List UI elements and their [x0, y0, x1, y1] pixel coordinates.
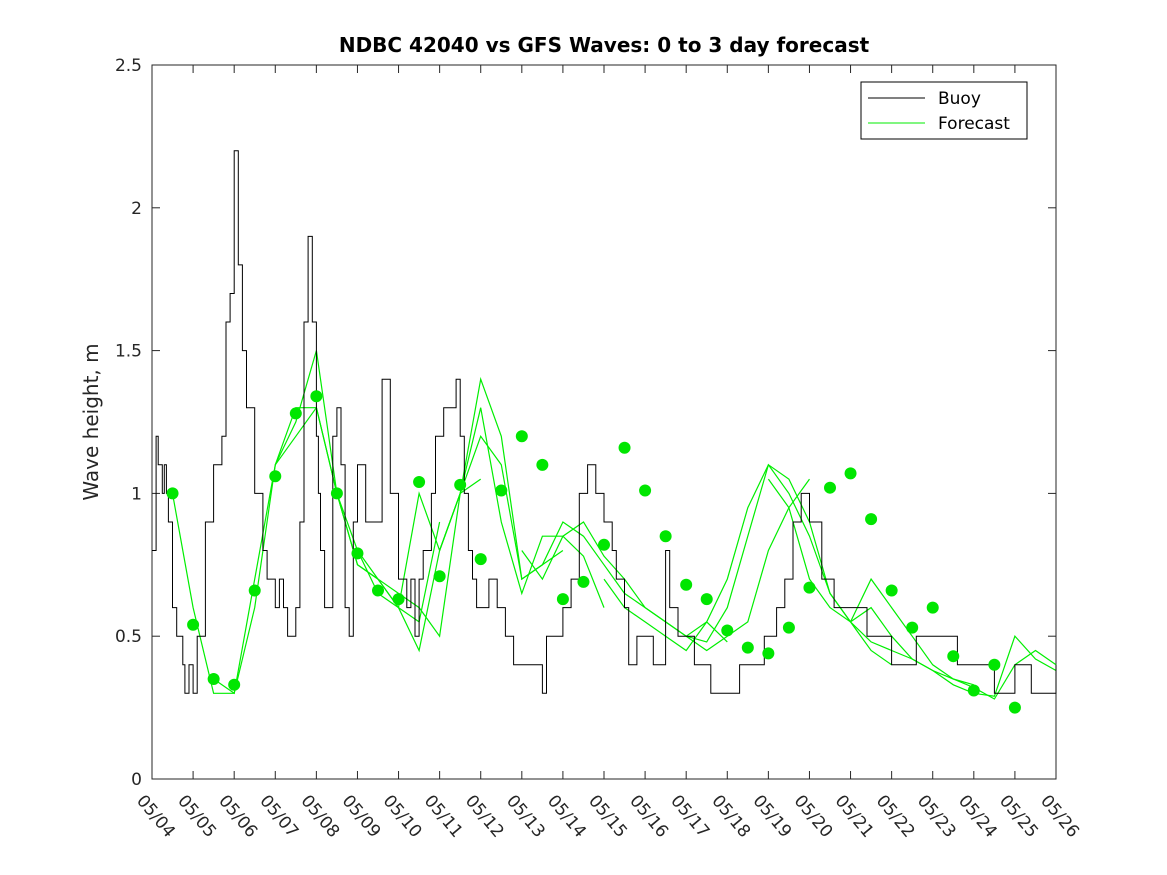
analysis-point: [988, 658, 1001, 671]
legend-buoy-label: Buoy: [938, 89, 981, 109]
analysis-point: [865, 513, 878, 526]
analysis-point: [536, 458, 549, 471]
analysis-point: [289, 407, 302, 420]
analysis-point: [885, 584, 898, 597]
analysis-point: [207, 673, 220, 686]
analysis-point: [618, 441, 631, 454]
analysis-point: [741, 641, 754, 654]
analysis-point: [1008, 701, 1021, 714]
analysis-point: [269, 470, 282, 483]
analysis-point: [228, 678, 241, 691]
forecast-series: [171, 350, 1057, 700]
analysis-point: [803, 581, 816, 594]
analysis-point: [639, 484, 652, 497]
y-axis-label: Wave height, m: [79, 343, 103, 500]
analysis-point: [413, 475, 426, 488]
analysis-point: [166, 487, 179, 500]
analysis-point: [598, 538, 610, 551]
chart-title: NDBC 42040 vs GFS Waves: 0 to 3 day fore…: [339, 33, 870, 57]
analysis-point: [762, 647, 775, 660]
forecast-line: [767, 478, 1057, 700]
analysis-point: [947, 650, 960, 663]
analysis-point: [433, 570, 446, 583]
legend-box: [860, 81, 1028, 140]
analysis-point: [495, 484, 508, 497]
analysis-point: [926, 601, 939, 614]
analysis-point: [351, 547, 364, 560]
analysis-point: [844, 467, 857, 480]
analysis-point: [372, 584, 384, 597]
analysis-point: [721, 624, 734, 637]
y-tick-label: 1.5: [115, 342, 142, 362]
y-axis: 0 0.5 1 1.5 2 2.5: [115, 56, 1056, 790]
forecast-line: [171, 407, 441, 694]
analysis-point: [515, 430, 528, 443]
buoy-line: [152, 150, 1057, 694]
analysis-point: [906, 621, 919, 634]
analysis-point: [330, 487, 343, 500]
analysis-point: [310, 390, 323, 403]
analysis-points: [166, 390, 1021, 714]
analysis-point: [556, 593, 569, 606]
analysis-point: [659, 530, 672, 543]
analysis-point: [700, 593, 713, 606]
analysis-point: [187, 618, 200, 631]
y-tick-label: 1: [131, 484, 142, 504]
analysis-point: [782, 621, 795, 634]
analysis-point: [680, 578, 693, 591]
analysis-point: [248, 584, 261, 597]
y-tick-label: 0: [131, 770, 142, 790]
analysis-point: [824, 481, 836, 494]
forecast-line: [850, 606, 1057, 697]
legend: Buoy Forecast: [860, 81, 1028, 140]
analysis-point: [392, 593, 405, 606]
buoy-series: [152, 150, 1057, 694]
y-tick-label: 0.5: [115, 627, 142, 647]
analysis-point: [577, 575, 590, 588]
plot-area: [151, 64, 1057, 780]
legend-forecast-label: Forecast: [938, 114, 1010, 134]
y-tick-label: 2.5: [115, 56, 142, 76]
analysis-point: [967, 684, 980, 697]
forecast-line: [274, 376, 564, 653]
y-tick-label: 2: [131, 199, 142, 219]
analysis-point: [474, 553, 487, 566]
analysis-point: [454, 478, 467, 491]
